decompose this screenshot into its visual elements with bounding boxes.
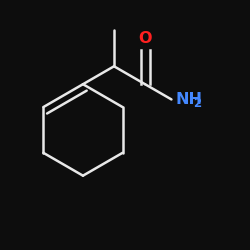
Text: NH: NH (175, 92, 202, 107)
Text: O: O (138, 32, 152, 46)
Text: 2: 2 (193, 98, 201, 110)
